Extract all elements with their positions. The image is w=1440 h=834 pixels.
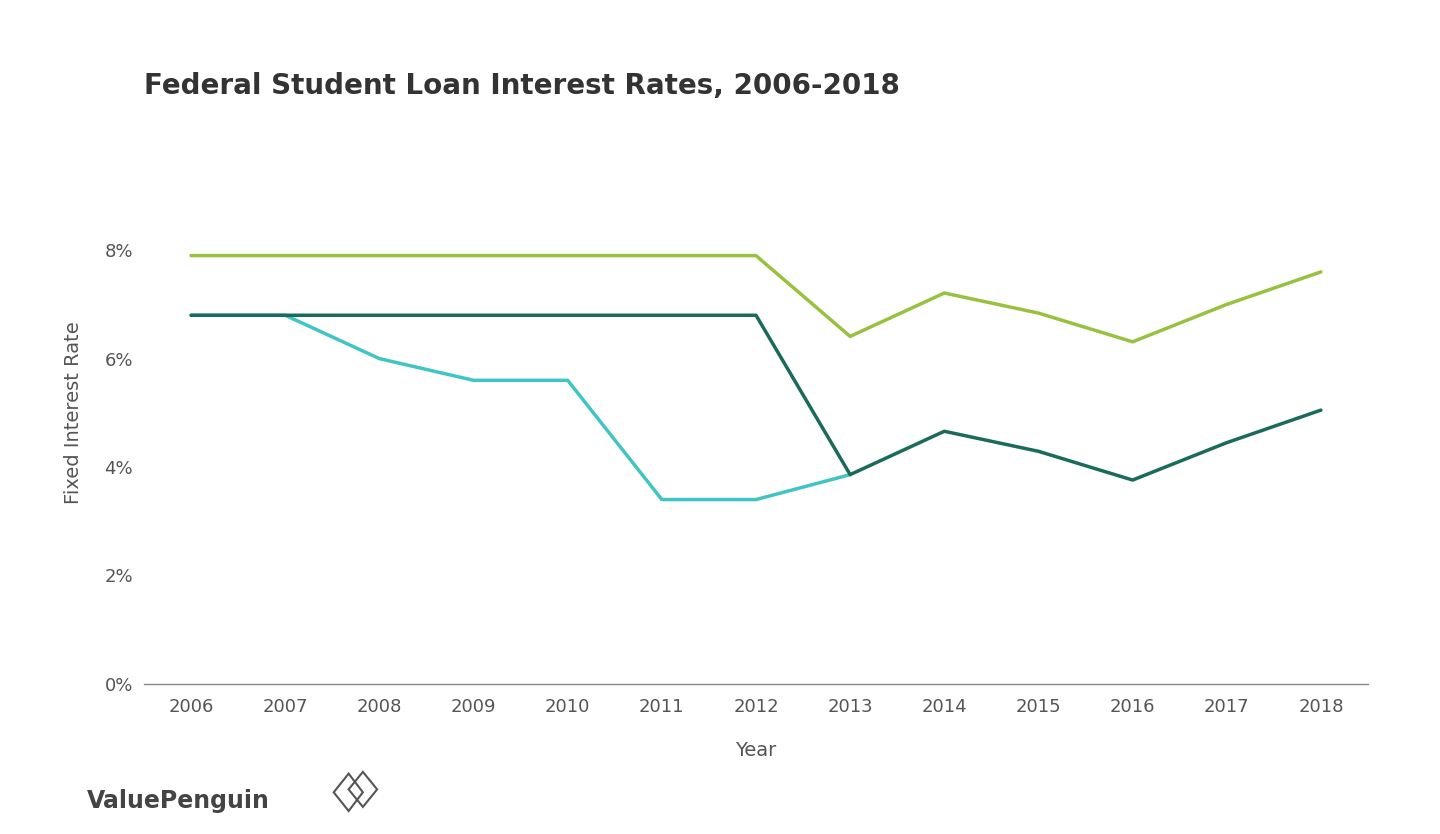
Text: Federal Student Loan Interest Rates, 2006-2018: Federal Student Loan Interest Rates, 200… xyxy=(144,72,900,100)
Y-axis label: Fixed Interest Rate: Fixed Interest Rate xyxy=(65,321,84,505)
Text: ValuePenguin: ValuePenguin xyxy=(86,789,269,812)
X-axis label: Year: Year xyxy=(736,741,776,760)
